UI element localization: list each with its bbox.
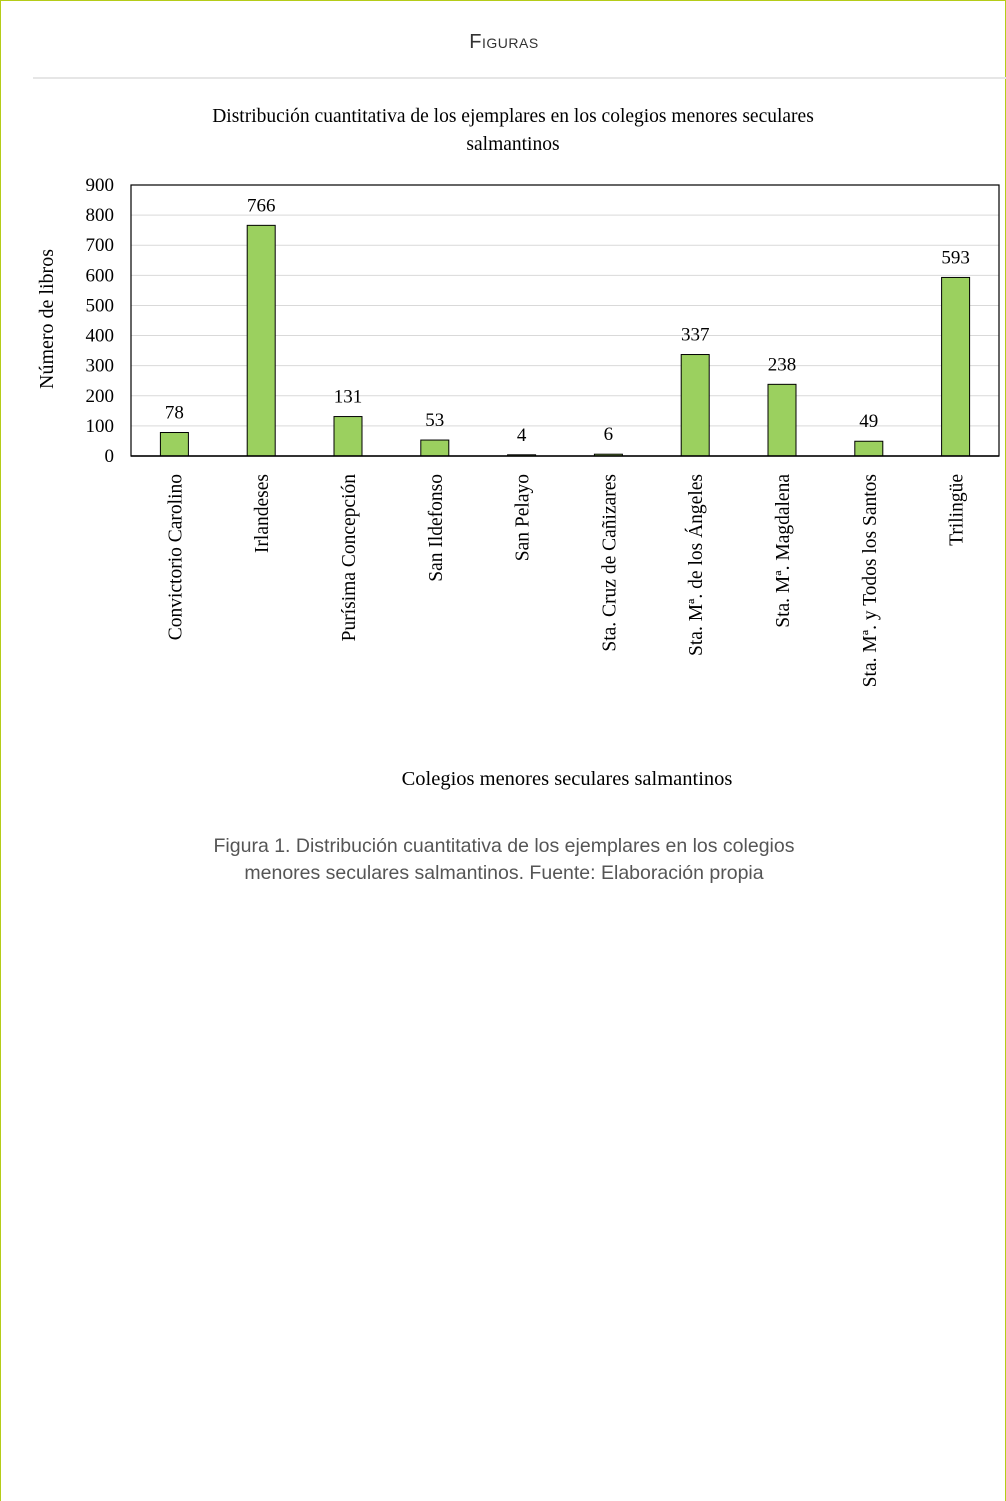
bar — [159, 432, 189, 457]
y-tick-label: 200 — [86, 386, 115, 407]
data-label: 78 — [165, 403, 184, 424]
y-axis-label: Número de libros — [36, 249, 58, 389]
bar — [333, 416, 363, 457]
data-label: 49 — [859, 411, 878, 432]
x-tick-label: San Ildefonso — [426, 474, 447, 582]
data-label: 4 — [517, 425, 527, 446]
y-tick-label: 500 — [86, 295, 115, 316]
bar-chart: Distribución cuantitativa de los ejempla… — [36, 106, 1000, 790]
data-label: 6 — [604, 424, 614, 445]
section-divider — [33, 77, 1006, 79]
y-tick-label: 800 — [86, 205, 115, 226]
x-tick-label: Sta. Mª. de los Ángeles — [685, 474, 707, 656]
y-tick-label: 700 — [86, 235, 115, 256]
y-tick-label: 900 — [86, 175, 115, 196]
y-tick-label: 600 — [86, 265, 115, 286]
bar — [246, 224, 276, 457]
caption-line-1: Figura 1. Distribución cuantitativa de l… — [213, 835, 795, 857]
data-label: 593 — [941, 247, 970, 268]
x-tick-label: Irlandeses — [252, 474, 273, 553]
section-title: Figuras — [469, 31, 539, 53]
y-tick-label: 100 — [86, 416, 115, 437]
caption-line-2: menores seculares salmantinos. Fuente: E… — [244, 862, 764, 884]
bar — [941, 276, 971, 457]
chart-title-line1: Distribución cuantitativa de los ejempla… — [212, 106, 814, 127]
bar — [767, 383, 797, 457]
x-axis-label: Colegios menores seculares salmantinos — [402, 768, 733, 790]
x-tick-label: Sta. Cruz de Cañizares — [599, 474, 620, 652]
x-tick-label: Sta. Mª. y Todos los Santos — [860, 474, 881, 687]
y-tick-label: 0 — [105, 446, 115, 467]
data-label: 337 — [681, 325, 710, 346]
chart-title-line2: salmantinos — [466, 134, 559, 155]
bar — [420, 439, 450, 457]
x-tick-label: Sta. Mª. Magdalena — [773, 474, 794, 628]
x-tick-label: Trilingüe — [947, 474, 968, 546]
figure-caption: Figura 1. Distribución cuantitativa de l… — [1, 833, 1006, 887]
x-tick-label: Convictorio Carolino — [165, 474, 186, 640]
x-tick-label: San Pelayo — [513, 474, 534, 561]
y-tick-label: 300 — [86, 356, 115, 377]
data-label: 131 — [334, 387, 363, 408]
bar — [854, 440, 884, 457]
y-tick-label: 400 — [86, 326, 115, 347]
data-label: 238 — [768, 354, 797, 375]
bar — [680, 354, 710, 457]
x-tick-label: Purísima Concepción — [339, 474, 360, 642]
data-label: 53 — [425, 410, 444, 431]
data-label: 766 — [247, 195, 276, 216]
